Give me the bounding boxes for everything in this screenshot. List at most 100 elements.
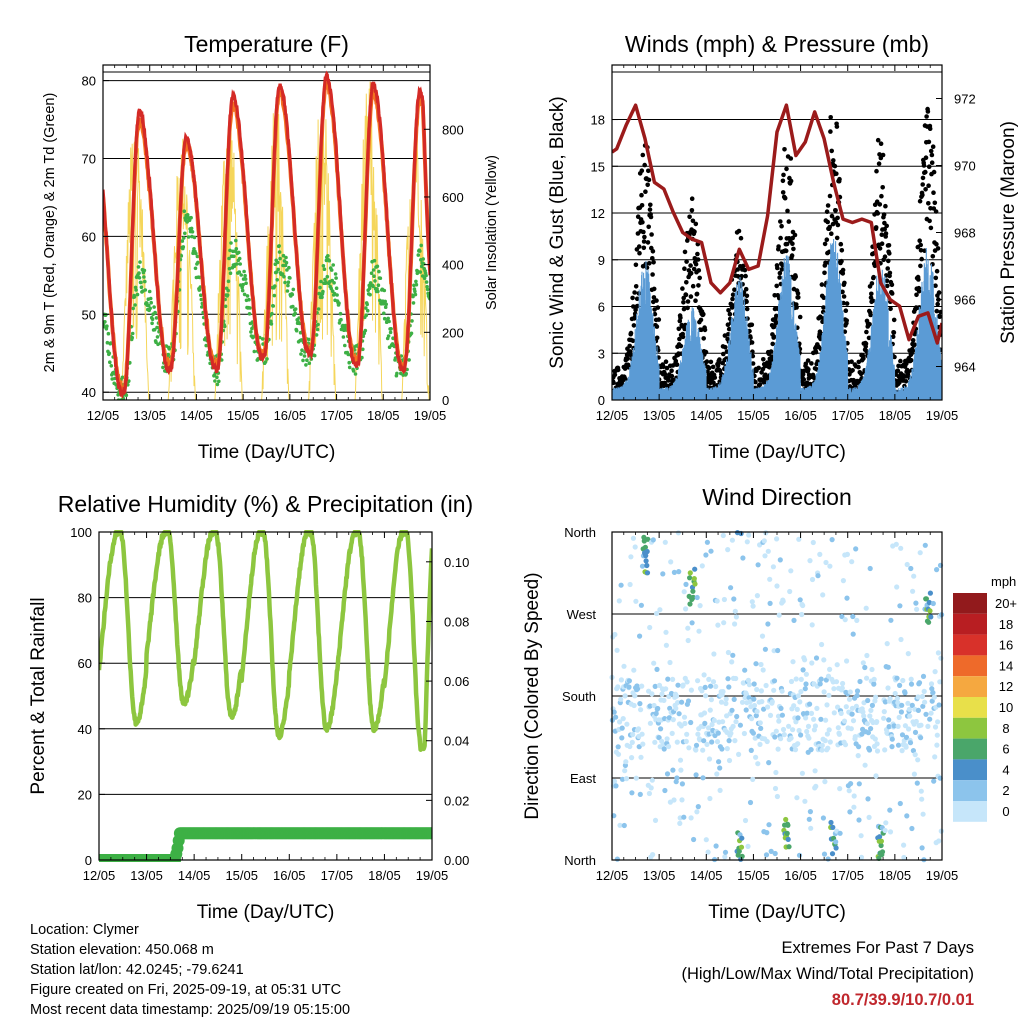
gust-point: [735, 267, 740, 272]
x-tick-label: 17/05: [831, 408, 864, 423]
direction-point: [707, 707, 713, 713]
direction-point: [931, 778, 937, 784]
gust-point: [842, 329, 848, 335]
dewpoint-point: [277, 244, 282, 248]
direction-point: [904, 813, 910, 819]
direction-point: [918, 722, 924, 728]
direction-point: [928, 710, 934, 716]
dewpoint-point: [237, 270, 242, 274]
direction-point: [938, 655, 944, 661]
direction-point: [650, 537, 656, 543]
gust-point: [879, 241, 885, 246]
x-tick-label: 17/05: [320, 408, 353, 423]
y-right-tick-label: 0: [442, 393, 449, 408]
direction-point: [639, 563, 646, 569]
direction-point: [856, 744, 862, 750]
direction-point: [838, 710, 844, 717]
x-tick-label: 17/05: [321, 868, 354, 883]
direction-point: [821, 851, 828, 857]
direction-point: [846, 788, 852, 794]
direction-point: [746, 532, 752, 538]
direction-point: [725, 547, 731, 553]
gust-point: [625, 356, 630, 361]
gust-point: [784, 241, 790, 247]
direction-point: [739, 699, 746, 705]
dewpoint-point: [343, 343, 347, 348]
direction-point: [900, 677, 906, 684]
direction-point: [819, 641, 825, 648]
direction-point: [790, 659, 796, 665]
gust-point: [778, 219, 783, 224]
gust-point: [877, 246, 883, 251]
direction-point: [742, 817, 749, 824]
gust-point: [678, 343, 684, 349]
direction-point: [679, 781, 686, 787]
gust-point: [775, 265, 780, 271]
direction-point: [670, 676, 676, 683]
direction-point: [713, 843, 719, 849]
direction-point: [920, 673, 927, 680]
direction-point: [729, 537, 736, 543]
direction-point: [904, 561, 910, 568]
direction-point: [667, 659, 673, 666]
gust-point: [782, 147, 787, 152]
direction-point: [732, 621, 738, 627]
dewpoint-point: [283, 263, 288, 268]
y-right-tick-label: 966: [954, 293, 976, 308]
gust-point: [642, 234, 647, 240]
direction-point: [750, 776, 756, 783]
dewpoint-point: [283, 280, 287, 285]
direction-point: [617, 719, 623, 725]
direction-point: [753, 713, 759, 719]
gust-point: [662, 371, 668, 377]
dewpoint-point: [338, 311, 343, 316]
gust-point: [778, 235, 783, 241]
gust-point: [935, 301, 940, 307]
direction-point: [830, 824, 836, 831]
dewpoint-point: [225, 293, 230, 297]
gust-point: [750, 353, 756, 359]
gust-point: [643, 189, 648, 194]
direction-point: [657, 607, 663, 613]
direction-point: [840, 680, 846, 687]
direction-point: [729, 707, 735, 713]
gust-point: [875, 137, 881, 143]
gust-point: [916, 277, 921, 282]
gust-point: [797, 314, 803, 320]
gust-point: [688, 270, 694, 276]
dewpoint-point: [325, 274, 330, 279]
gust-point: [637, 250, 642, 256]
dewpoint-point: [373, 279, 377, 283]
dewpoint-point: [193, 266, 198, 271]
direction-point: [914, 606, 920, 612]
extremes-values: 80.7/39.9/10.7/0.01: [831, 991, 974, 1009]
dewpoint-point: [204, 343, 208, 348]
dewpoint-point: [425, 287, 430, 292]
dewpoint-point: [149, 300, 153, 305]
direction-point: [763, 682, 769, 689]
direction-point: [754, 593, 761, 599]
gust-point: [780, 190, 786, 195]
direction-point: [927, 716, 933, 722]
direction-point: [711, 651, 717, 657]
dewpoint-point: [304, 363, 308, 367]
direction-point: [647, 703, 653, 709]
gust-point: [639, 168, 645, 173]
direction-point: [853, 703, 860, 709]
direction-point: [792, 747, 799, 753]
direction-point: [842, 617, 848, 623]
dewpoint-point: [416, 253, 421, 257]
solar-insolation-line: [103, 81, 430, 400]
gust-point: [910, 348, 916, 354]
dewpoint-point: [120, 375, 125, 380]
direction-point: [797, 597, 803, 603]
direction-point: [738, 844, 745, 850]
dewpoint-point: [263, 360, 268, 364]
dewpoint-point: [363, 328, 368, 333]
direction-point: [733, 614, 740, 620]
gust-point: [727, 311, 733, 317]
direction-point: [836, 731, 843, 737]
speed-legend: mph 20+ 18 16 14 12 10 8 6 4 2 0: [953, 574, 1017, 822]
direction-point: [688, 687, 695, 693]
direction-point: [861, 713, 867, 719]
